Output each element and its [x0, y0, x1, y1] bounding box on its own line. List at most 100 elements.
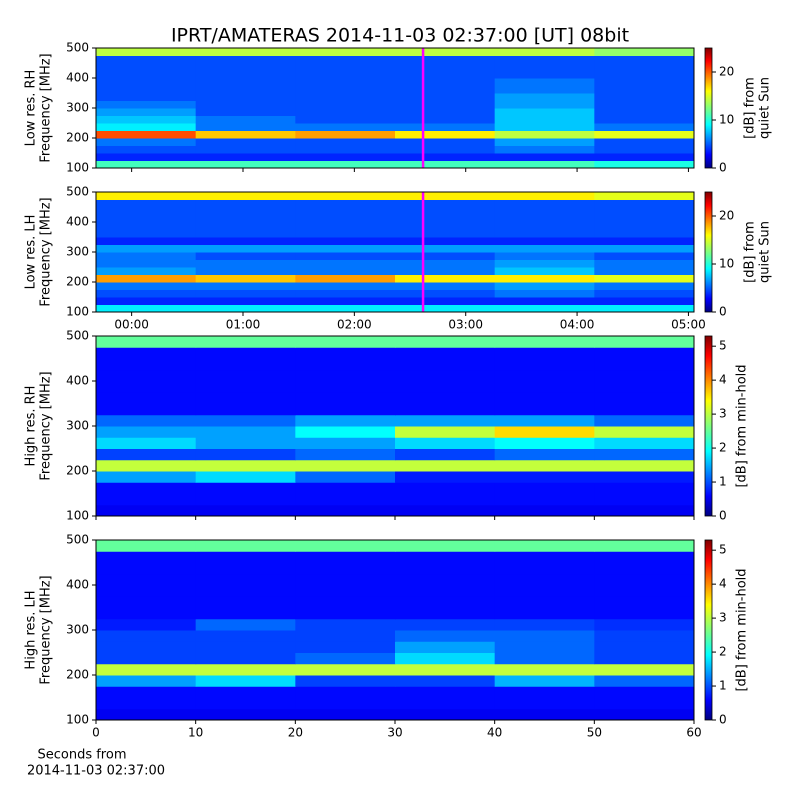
heatmap-cell: [395, 663, 496, 676]
heatmap-cell: [295, 426, 396, 438]
heatmap-cell: [594, 403, 695, 416]
heatmap-cell: [295, 78, 396, 86]
heatmap-cell: [96, 618, 197, 631]
heatmap-cell: [96, 652, 197, 665]
heatmap-cell: [395, 471, 496, 483]
heatmap-cell: [295, 675, 396, 687]
heatmap-cell: [494, 540, 595, 552]
heatmap-cell: [295, 708, 396, 721]
heatmap-cell: [395, 130, 496, 139]
heatmap-cell: [494, 392, 595, 404]
heatmap-cell: [96, 207, 197, 215]
heatmap-cell: [295, 93, 396, 101]
heatmap-cell: [494, 199, 595, 208]
heatmap-cell: [195, 160, 296, 169]
colorbar: [704, 539, 713, 721]
colorbar-label: quiet Sun: [758, 221, 773, 283]
heatmap-cell: [395, 448, 496, 461]
heatmap-cell: [594, 259, 695, 268]
heatmap-cell: [494, 244, 595, 253]
heatmap-cell: [195, 403, 296, 416]
y-tick-label: 200: [66, 131, 89, 145]
heatmap-cell: [594, 123, 695, 131]
heatmap-cell: [594, 138, 695, 146]
heatmap-cell: [96, 596, 197, 608]
heatmap-cell: [195, 214, 296, 223]
heatmap-cell: [195, 573, 296, 586]
heatmap-cell: [494, 259, 595, 268]
y-axis-label: Frequency [MHz]: [39, 197, 54, 306]
heatmap-cell: [195, 145, 296, 154]
heatmap-cell: [295, 138, 396, 146]
heatmap-cell: [295, 618, 396, 631]
heatmap-cell: [594, 562, 695, 575]
heatmap-cell: [295, 336, 396, 348]
heatmap-cell: [195, 289, 296, 298]
heatmap-cell: [494, 403, 595, 416]
heatmap-cell: [594, 214, 695, 223]
heatmap-cell: [494, 573, 595, 586]
heatmap-cell: [295, 259, 396, 268]
heatmap-cell: [96, 115, 197, 124]
heatmap-cell: [295, 115, 396, 124]
heatmap-cell: [195, 252, 296, 260]
y-tick-label: 500: [66, 533, 89, 547]
heatmap-cell: [395, 48, 496, 56]
heatmap-cell: [494, 551, 595, 563]
heatmap-cell: [195, 504, 296, 517]
heatmap-cell: [195, 244, 296, 253]
heatmap-cell: [594, 358, 695, 371]
heatmap-cell: [395, 199, 496, 208]
colorbar-tick-label: 10: [719, 257, 734, 271]
heatmap-cell: [295, 471, 396, 483]
heatmap-cell: [295, 192, 396, 200]
heatmap-cell: [594, 100, 695, 109]
heatmap-cell: [395, 108, 496, 116]
heatmap-cell: [195, 585, 296, 597]
heatmap-cell: [96, 267, 197, 275]
heatmap-cell: [594, 274, 695, 283]
heatmap-cell: [395, 63, 496, 71]
heatmap-cell: [494, 630, 595, 642]
heatmap-cell: [295, 663, 396, 676]
heatmap-cell: [195, 130, 296, 139]
heatmap-cell: [395, 347, 496, 359]
heatmap-cell: [295, 108, 396, 116]
heatmap-cell: [295, 641, 396, 653]
heatmap-cell: [295, 237, 396, 245]
heatmap-cell: [395, 618, 496, 631]
heatmap-cell: [295, 686, 396, 698]
heatmap-cell: [395, 237, 496, 245]
colorbar-label: quiet Sun: [758, 77, 773, 139]
heatmap-cell: [295, 482, 396, 494]
heatmap-cell: [395, 100, 496, 109]
heatmap-cell: [594, 493, 695, 506]
heatmap-cell: [594, 297, 695, 305]
heatmap-cell: [395, 504, 496, 517]
heatmap-cell: [494, 130, 595, 139]
heatmap-cell: [295, 652, 396, 665]
heatmap-cell: [494, 652, 595, 665]
heatmap-cell: [494, 115, 595, 124]
heatmap-cell: [494, 336, 595, 348]
colorbar-tick-label: 2: [719, 441, 727, 455]
heatmap-cell: [395, 55, 496, 64]
heatmap-cell: [395, 244, 496, 253]
heatmap-cell: [96, 237, 197, 245]
heatmap-cell: [494, 482, 595, 494]
heatmap-cell: [195, 123, 296, 131]
heatmap-cell: [594, 237, 695, 245]
heatmap-cell: [395, 229, 496, 238]
y-tick-label: 300: [66, 245, 89, 259]
y-axis-label: High res. RH: [24, 386, 39, 467]
heatmap-cell: [295, 100, 396, 109]
heatmap-cell: [96, 641, 197, 653]
heatmap-cell: [494, 192, 595, 200]
heatmap-cell: [395, 115, 496, 124]
heatmap-cell: [594, 347, 695, 359]
colorbar-tick-label: 20: [719, 209, 734, 223]
heatmap-cell: [195, 93, 296, 101]
heatmap-cell: [395, 192, 496, 200]
heatmap-cell: [395, 573, 496, 586]
y-tick-label: 400: [66, 215, 89, 229]
